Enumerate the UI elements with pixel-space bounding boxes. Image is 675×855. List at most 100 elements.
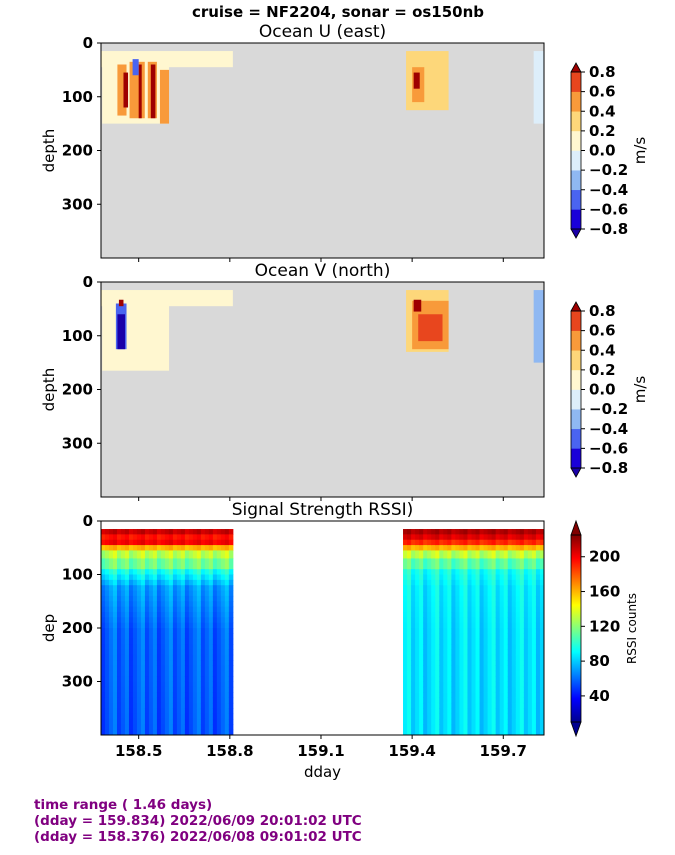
data-cell [499, 617, 505, 624]
data-cell [156, 606, 162, 613]
data-cell [216, 724, 222, 731]
data-cell [136, 670, 142, 677]
data-cell [523, 595, 529, 602]
data-cell [515, 692, 521, 699]
data-cell [108, 550, 114, 559]
colorbar-gradient [571, 535, 581, 722]
data-cell [160, 676, 166, 682]
data-cell [407, 697, 412, 704]
data-cell [443, 539, 448, 546]
data-cell [164, 529, 170, 535]
data-cell [479, 676, 485, 682]
data-cell [140, 622, 146, 629]
data-cell [176, 606, 182, 613]
data-cell [483, 595, 489, 602]
data-cell [483, 654, 489, 661]
data-cell [467, 574, 472, 581]
data-cell [423, 660, 428, 666]
data-cell [220, 622, 226, 629]
data-cell [104, 654, 110, 661]
data-cell [156, 585, 162, 592]
data-cell [503, 670, 509, 677]
data-cell [499, 670, 505, 677]
data-cell [431, 638, 436, 645]
data-cell [413, 299, 422, 312]
data-cell [200, 529, 206, 535]
data-cell [511, 606, 517, 613]
data-cell [138, 64, 142, 119]
data-cell [455, 724, 460, 731]
data-cell [148, 692, 154, 699]
data-cell [192, 729, 198, 735]
data-cell [455, 713, 460, 720]
data-cell [403, 628, 408, 634]
data-cell [467, 529, 472, 535]
data-cell [200, 660, 206, 666]
data-cell [124, 702, 130, 709]
data-cell [471, 590, 477, 597]
data-cell [499, 590, 505, 597]
data-cell [443, 670, 448, 677]
data-cell [451, 644, 456, 650]
data-cell [196, 713, 202, 720]
data-cell [104, 697, 110, 704]
data-cell [124, 579, 130, 586]
data-cell [519, 713, 525, 720]
data-cell [491, 534, 497, 541]
data-cell [172, 718, 178, 725]
data-cell [228, 558, 234, 570]
data-cell [196, 681, 202, 688]
data-cell [172, 670, 178, 677]
data-cell [519, 681, 525, 688]
colorbar-band [571, 350, 581, 371]
data-cell [192, 569, 198, 575]
data-cell [487, 638, 493, 645]
data-cell [487, 708, 493, 715]
data-cell [108, 539, 114, 546]
data-cell [407, 676, 412, 682]
data-cell [116, 692, 122, 699]
data-cell [208, 729, 214, 735]
data-cell [415, 697, 420, 704]
data-cell [124, 713, 130, 720]
data-cell [519, 718, 525, 725]
data-cell [519, 595, 525, 602]
data-cell [136, 550, 142, 559]
data-cell [118, 299, 124, 307]
data-cell [419, 713, 424, 720]
data-cell [108, 606, 114, 613]
data-cell [152, 676, 158, 682]
data-cell [447, 670, 452, 677]
data-cell [176, 545, 182, 551]
data-cell [443, 638, 448, 645]
data-cell [224, 718, 230, 725]
data-cell [427, 676, 432, 682]
data-cell [128, 628, 134, 634]
data-cell [511, 660, 517, 666]
data-cell [415, 654, 420, 661]
data-cell [499, 660, 505, 666]
data-cell [176, 708, 182, 715]
data-cell [491, 681, 497, 688]
data-cell [144, 665, 150, 672]
x-tick-label: 159.1 [297, 742, 344, 760]
data-cell [228, 665, 234, 672]
data-cell [148, 644, 154, 650]
data-cell [511, 665, 517, 672]
data-cell [507, 539, 513, 546]
data-cell [415, 644, 420, 650]
data-cell [188, 601, 194, 608]
data-cell [439, 579, 444, 586]
data-cell [515, 676, 521, 682]
data-cell [136, 590, 142, 597]
data-cell [104, 574, 110, 581]
data-cell [419, 708, 424, 715]
data-cell [499, 718, 505, 725]
colorbar-extend-max [570, 519, 582, 536]
data-cell [515, 529, 521, 535]
data-cell [108, 708, 114, 715]
data-cell [459, 729, 464, 735]
data-cell [539, 574, 544, 581]
data-cell [435, 713, 440, 720]
data-cell [152, 708, 158, 715]
